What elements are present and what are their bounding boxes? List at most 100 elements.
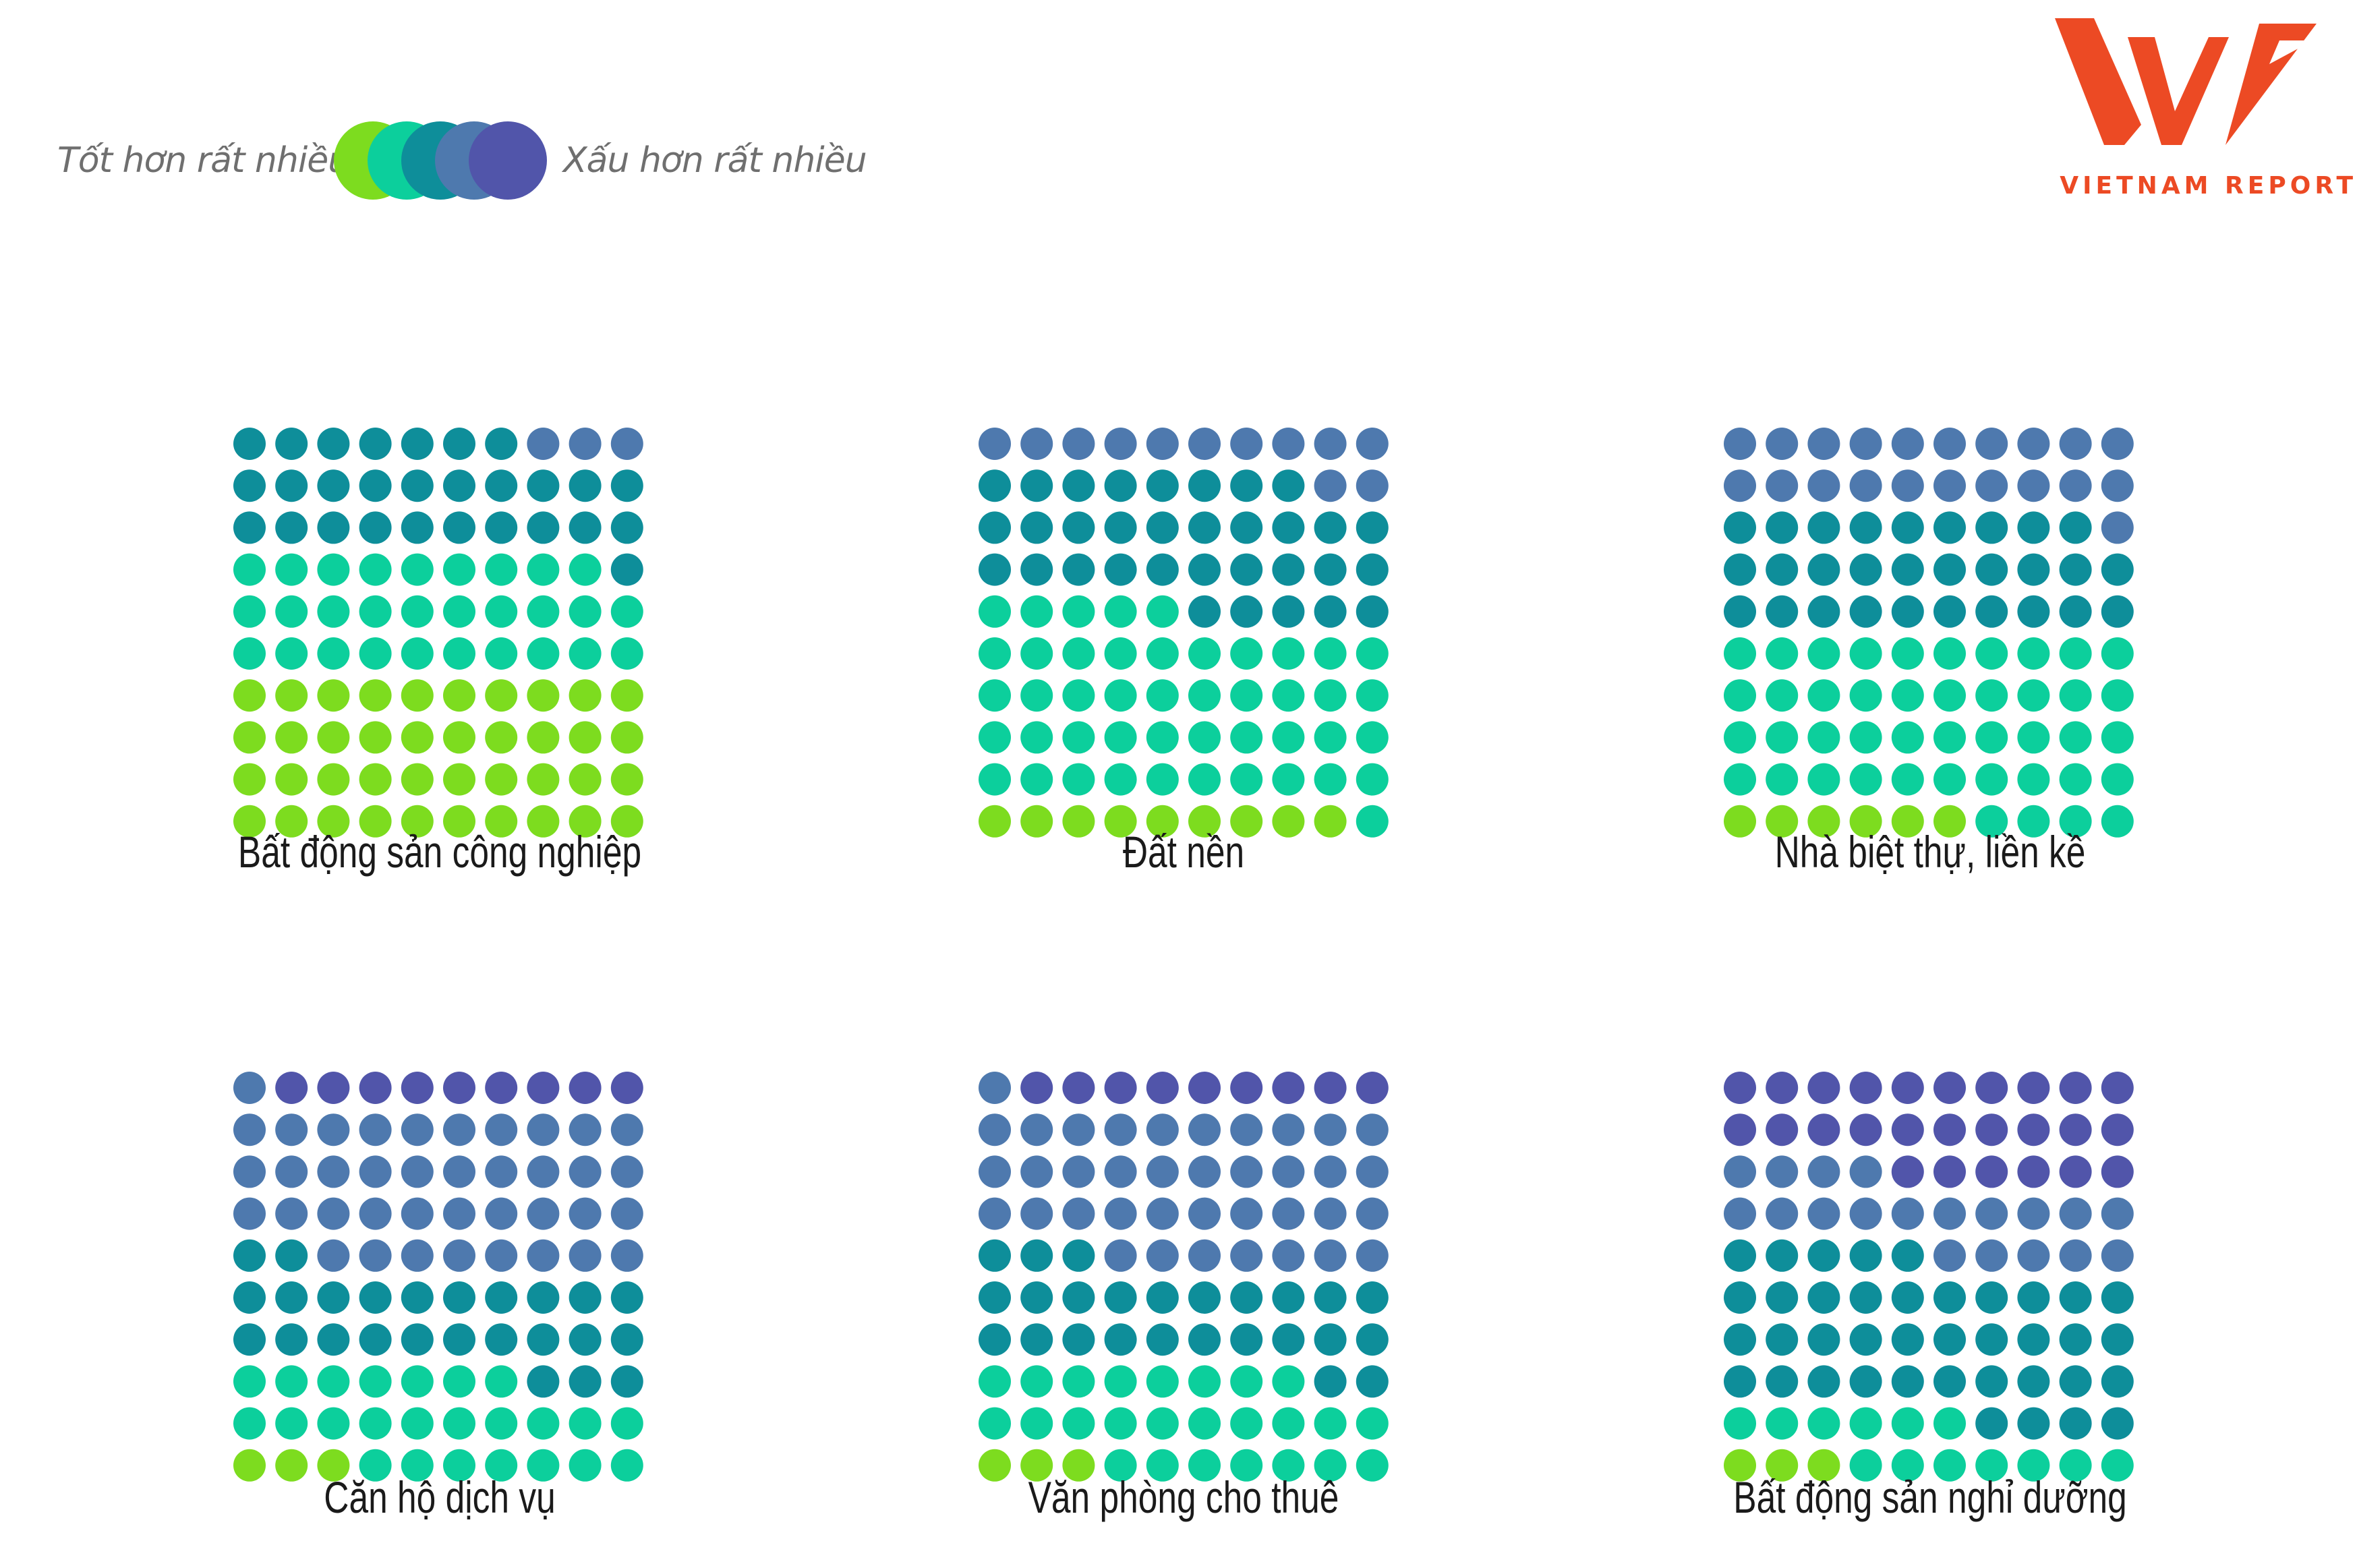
waffle-dot [1062,1155,1095,1188]
waffle-dot [317,1449,350,1482]
waffle-dot [275,637,308,670]
waffle-dot [1849,679,1882,712]
waffle-dot [1062,805,1095,838]
waffle-dot [979,805,1011,838]
waffle-dot [527,1197,560,1230]
waffle-dot [1724,721,1756,754]
waffle-dot [2059,1323,2092,1356]
waffle-dot [359,637,392,670]
waffle-dot [1766,469,1799,502]
waffle-dot [610,1155,643,1188]
waffle-dot [1062,763,1095,796]
waffle-dot [275,1449,308,1482]
waffle-dot [1807,595,1840,628]
waffle-dot [1272,1449,1305,1482]
waffle-dot [359,595,392,628]
waffle-dot [1020,511,1053,544]
waffle-dot [1188,763,1221,796]
waffle-dot [1933,1113,1966,1146]
waffle-dot [1975,1323,2008,1356]
waffle-dot [1766,1407,1799,1440]
waffle-dot [1272,595,1305,628]
waffle-dot [1975,763,2008,796]
waffle-dot [1724,428,1756,460]
waffle-dot [1230,721,1263,754]
waffle-dot [1272,511,1305,544]
waffle-dot [979,763,1011,796]
waffle-dot [1314,511,1347,544]
waffle-dot [1146,553,1179,586]
waffle-dot [2059,1155,2092,1188]
waffle-dot [2101,553,2134,586]
waffle-dot [1933,428,1966,460]
waffle-dot [1891,1323,1924,1356]
waffle-dot [1849,1449,1882,1482]
waffle-dot [610,428,643,460]
waffle-dot [569,469,602,502]
waffle-dot [527,679,560,712]
waffle-dot [2059,1407,2092,1440]
waffle-dot [1272,1072,1305,1104]
waffle-dot [1891,1113,1924,1146]
waffle-dot [1020,1281,1053,1314]
waffle-dot [443,553,475,586]
waffle-dot [1188,469,1221,502]
waffle-dot [1356,1449,1389,1482]
waffle-dot [1766,1239,1799,1272]
panel-title: Văn phòng cho thuê [1028,1472,1339,1522]
waffle-dot [527,469,560,502]
waffle-dot [527,511,560,544]
waffle-dot [443,679,475,712]
waffle-dot [1356,511,1389,544]
waffle-dot [1356,679,1389,712]
waffle-dot [317,1197,350,1230]
waffle-dot [443,595,475,628]
waffle-dot [1272,805,1305,838]
waffle-dot [2059,1113,2092,1146]
waffle-dot [1230,1239,1263,1272]
waffle-dot [1975,553,2008,586]
waffle-dot [2059,553,2092,586]
waffle-dot [1272,1113,1305,1146]
waffle-dot [1807,1323,1840,1356]
waffle-dot [610,469,643,502]
waffle-dot [1104,763,1137,796]
waffle-dot [1020,721,1053,754]
waffle-dot [359,763,392,796]
waffle-dot [233,679,266,712]
waffle-dot [1933,469,1966,502]
waffle-dot [979,1155,1011,1188]
waffle-dot [2101,805,2134,838]
waffle-dot [317,1155,350,1188]
waffle-dot [1933,1281,1966,1314]
waffle-dot [1188,1072,1221,1104]
waffle-dot [1146,1072,1179,1104]
waffle-dot [1766,679,1799,712]
waffle-dot [443,1365,475,1398]
waffle-dot [527,763,560,796]
waffle-dot [2059,1449,2092,1482]
waffle-dot [1230,1072,1263,1104]
waffle-dot [979,637,1011,670]
waffle-dot [610,1407,643,1440]
waffle-dot [1724,1239,1756,1272]
waffle-dot [1230,1113,1263,1146]
waffle-dot [1188,1239,1221,1272]
waffle-dot [2101,511,2134,544]
waffle-dot [2017,1365,2050,1398]
waffle-dot [2017,595,2050,628]
waffle-dot [317,1281,350,1314]
waffle-dot [1891,763,1924,796]
waffle-dot [317,469,350,502]
waffle-dot [275,1281,308,1314]
waffle-dot [1230,1155,1263,1188]
waffle-dot [1933,1197,1966,1230]
waffle-dot [1975,1407,2008,1440]
waffle-dot [2101,679,2134,712]
waffle-dot [1849,805,1882,838]
waffle-dot [1314,1239,1347,1272]
waffle-dot [1356,469,1389,502]
waffle-dot [485,805,518,838]
waffle-dot [485,679,518,712]
waffle-dot [1146,511,1179,544]
